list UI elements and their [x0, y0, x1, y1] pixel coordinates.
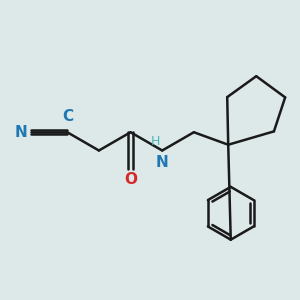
- Text: N: N: [14, 125, 27, 140]
- Text: C: C: [62, 109, 73, 124]
- Text: O: O: [124, 172, 137, 187]
- Text: H: H: [150, 135, 160, 148]
- Text: N: N: [156, 154, 169, 169]
